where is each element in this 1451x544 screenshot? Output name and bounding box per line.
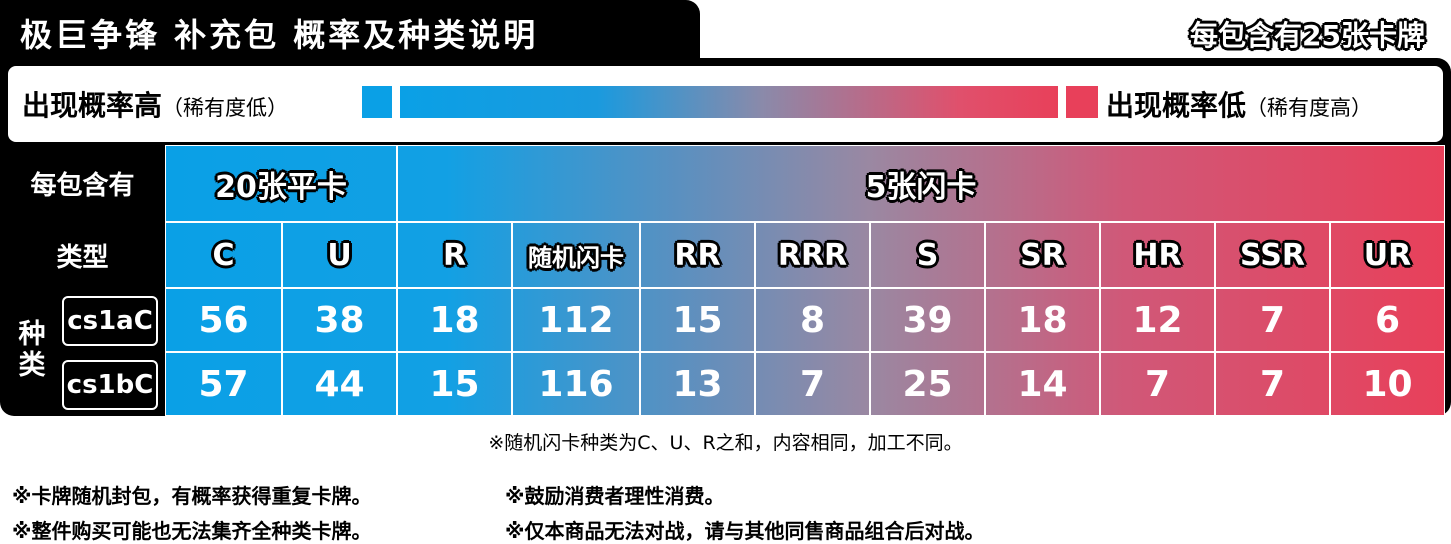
cards-per-pack: 每包含有25张卡牌 [1190, 19, 1425, 52]
count-cell: 8 [755, 288, 870, 352]
type-header: U [282, 222, 397, 288]
row-label: cs1bC [62, 360, 158, 410]
table-background [165, 145, 1445, 416]
legend-high-note: （稀有度低） [162, 96, 289, 120]
footnote: ※随机闪卡种类为C、U、R之和，内容相同，加工不同。 [488, 432, 963, 454]
count-cell: 56 [165, 288, 282, 352]
type-header: R [397, 222, 512, 288]
count-cell: 7 [1215, 288, 1330, 352]
legend-swatch-red [1066, 86, 1098, 118]
count-cell: 13 [640, 352, 755, 416]
legend-low-note: （稀有度高） [1246, 96, 1373, 120]
type-header: C [165, 222, 282, 288]
row-label: cs1aC [62, 296, 158, 346]
count-cell: 18 [397, 288, 512, 352]
count-cell: 12 [1100, 288, 1215, 352]
count-cell: 14 [985, 352, 1100, 416]
type-header: RRR [755, 222, 870, 288]
pack-label-cell: 每包含有 [0, 145, 165, 222]
kind-label: 种类 [13, 319, 45, 381]
note: ※卡牌随机封包，有概率获得重复卡牌。 [12, 484, 372, 508]
legend-gradient [400, 86, 1058, 118]
type-header: UR [1330, 222, 1445, 288]
count-cell: 18 [985, 288, 1100, 352]
legend-high-label: 出现概率高 [22, 89, 163, 122]
count-cell: 7 [1100, 352, 1215, 416]
type-header: HR [1100, 222, 1215, 288]
count-cell: 116 [512, 352, 640, 416]
count-cell: 44 [282, 352, 397, 416]
group-header: 5张闪卡 [397, 145, 1445, 222]
count-cell: 7 [1215, 352, 1330, 416]
count-cell: 10 [1330, 352, 1445, 416]
type-header: 随机闪卡 [512, 222, 640, 288]
legend-low-label: 出现概率低 [1106, 89, 1247, 122]
legend-high: 出现概率高（稀有度低） [22, 84, 288, 124]
count-cell: 7 [755, 352, 870, 416]
count-cell: 6 [1330, 288, 1445, 352]
type-label: 类型 [56, 242, 109, 273]
type-header: SR [985, 222, 1100, 288]
note: ※仅本商品无法对战，请与其他同售商品组合后对战。 [505, 519, 985, 543]
type-header: S [870, 222, 985, 288]
count-cell: 15 [397, 352, 512, 416]
count-cell: 38 [282, 288, 397, 352]
legend-swatch-blue [362, 86, 392, 118]
title: 极巨争锋 补充包 概率及种类说明 [20, 16, 539, 54]
count-cell: 25 [870, 352, 985, 416]
count-cell: 112 [512, 288, 640, 352]
type-header: RR [640, 222, 755, 288]
count-cell: 57 [165, 352, 282, 416]
note: ※整件购买可能也无法集齐全种类卡牌。 [12, 519, 372, 543]
group-header: 20张平卡 [165, 145, 397, 222]
count-cell: 15 [640, 288, 755, 352]
legend-low: 出现概率低（稀有度高） [1106, 84, 1372, 124]
type-header: SSR [1215, 222, 1330, 288]
note: ※鼓励消费者理性消费。 [505, 484, 725, 508]
pack-label: 每包含有 [30, 171, 135, 201]
count-cell: 39 [870, 288, 985, 352]
